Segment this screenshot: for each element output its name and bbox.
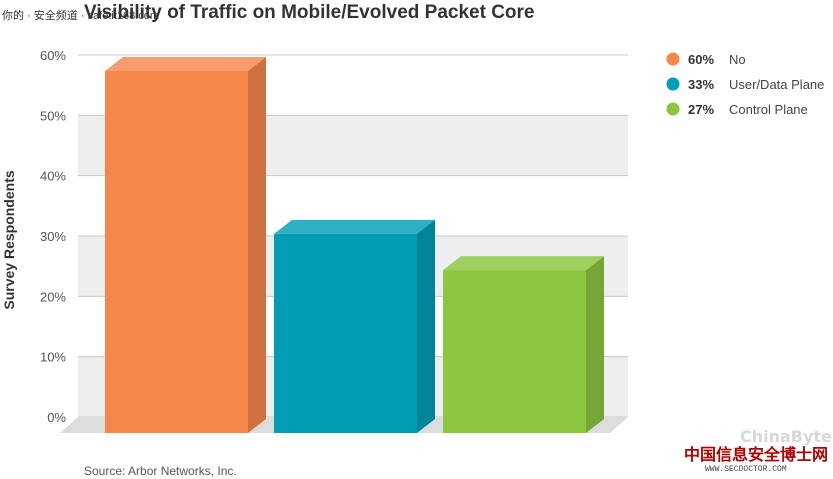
y-tick-label: 30% bbox=[40, 229, 66, 244]
y-axis-ticks: 0% 10% 20% 30% 40% 50% 60% bbox=[40, 48, 66, 425]
legend-value: 33% bbox=[688, 77, 714, 92]
legend-swatch bbox=[666, 52, 680, 66]
chart-title: Visibility of Traffic on Mobile/Evolved … bbox=[84, 2, 535, 23]
bar-front-face bbox=[443, 270, 586, 433]
bar-front-face bbox=[105, 71, 248, 433]
bar-control-plane bbox=[443, 256, 604, 433]
legend: 60% No 33% User/Data Plane 27% Control Plane bbox=[666, 52, 824, 117]
y-axis-label: Survey Respondents bbox=[1, 170, 17, 309]
top-watermark: 你的 · 安全频道 · safe.it168.com bbox=[2, 8, 159, 22]
legend-value: 27% bbox=[688, 102, 714, 117]
bar-top-face bbox=[105, 57, 266, 71]
bar-side-face bbox=[248, 57, 266, 433]
bar-top-face bbox=[443, 256, 604, 271]
legend-item: 60% No bbox=[666, 52, 746, 67]
bar-top-face bbox=[274, 219, 435, 234]
legend-swatch bbox=[666, 102, 680, 116]
bar-user-data-plane bbox=[274, 219, 435, 433]
bar-side-face bbox=[586, 256, 604, 433]
legend-label: Control Plane bbox=[729, 102, 808, 117]
bar-front-face bbox=[274, 233, 417, 433]
bars bbox=[105, 57, 604, 433]
secdoctor-site-name: 中国信息安全博士网 bbox=[684, 445, 828, 464]
legend-swatch bbox=[666, 77, 680, 91]
legend-label: No bbox=[729, 52, 746, 67]
bar-no bbox=[105, 57, 266, 433]
secdoctor-url: WWW.SECDOCTOR.COM bbox=[705, 465, 787, 474]
y-tick-label: 0% bbox=[47, 410, 66, 425]
legend-item: 33% User/Data Plane bbox=[666, 77, 824, 92]
chinabyte-logo: ChinaByte bbox=[740, 427, 832, 446]
legend-value: 60% bbox=[688, 52, 714, 67]
y-tick-label: 40% bbox=[40, 169, 66, 184]
y-tick-label: 50% bbox=[40, 108, 66, 123]
legend-item: 27% Control Plane bbox=[666, 102, 808, 117]
y-tick-label: 10% bbox=[40, 350, 66, 365]
y-tick-label: 20% bbox=[40, 289, 66, 304]
legend-label: User/Data Plane bbox=[729, 77, 824, 92]
y-tick-label: 60% bbox=[40, 48, 66, 63]
source-note: Source: Arbor Networks, Inc. bbox=[84, 464, 237, 478]
bar-side-face bbox=[417, 219, 435, 433]
